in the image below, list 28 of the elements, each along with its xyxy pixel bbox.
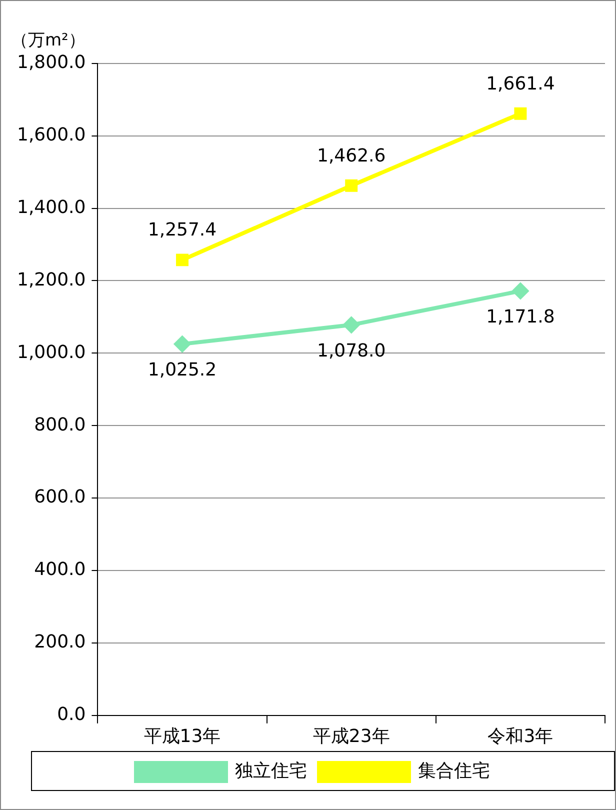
data-label: 1,171.8 xyxy=(486,306,555,328)
data-label: 1,462.6 xyxy=(316,145,386,166)
point xyxy=(343,316,360,333)
y-axis-title: （万m²） xyxy=(11,30,86,51)
y-tick-label: 600.0 xyxy=(34,486,86,508)
x-tick-label: 令和3年 xyxy=(488,726,554,747)
data-label: 1,078.0 xyxy=(316,340,386,362)
y-tick-label: 0.0 xyxy=(57,704,86,726)
y-tick-label: 1,200.0 xyxy=(16,269,86,290)
y-tick-label: 200.0 xyxy=(34,632,86,653)
x-tick-label: 平成23年 xyxy=(312,726,390,747)
legend-label: 独立住宅 xyxy=(235,760,307,782)
data-label: 1,257.4 xyxy=(148,220,217,241)
point xyxy=(176,254,188,266)
point xyxy=(514,107,527,120)
y-tick-label: 1,000.0 xyxy=(16,342,86,363)
y-tick-label: 1,400.0 xyxy=(16,196,86,218)
point xyxy=(345,179,358,192)
y-tick-label: 1,600.0 xyxy=(16,124,86,146)
x-tick-label: 平成13年 xyxy=(144,726,221,747)
y-tick-label: 400.0 xyxy=(34,559,86,580)
y-tick-label: 800.0 xyxy=(34,414,86,436)
y-tick-label: 1,800.0 xyxy=(16,52,86,74)
data-label: 1,661.4 xyxy=(486,73,555,94)
point xyxy=(174,336,190,352)
legend-label: 集合住宅 xyxy=(418,760,490,782)
point xyxy=(512,282,528,299)
data-label: 1,025.2 xyxy=(148,360,217,381)
